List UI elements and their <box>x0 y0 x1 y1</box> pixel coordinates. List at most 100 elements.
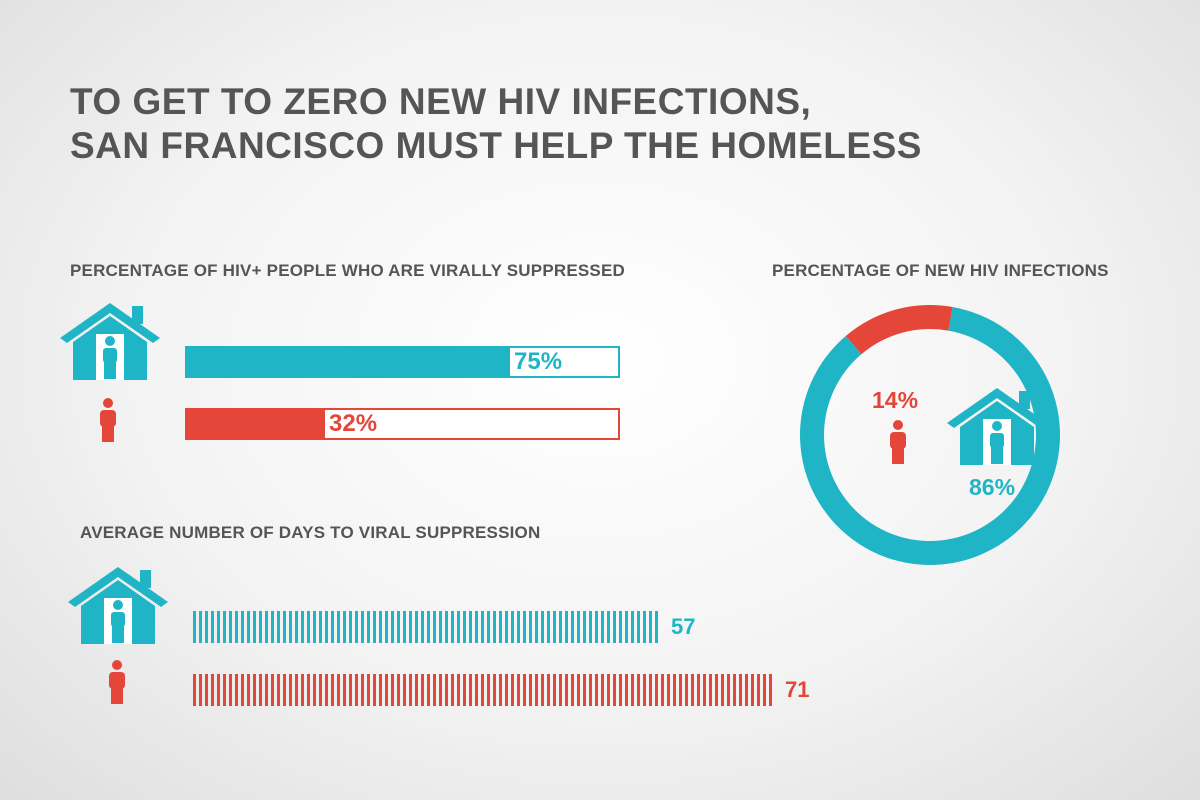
days-homeless-tick <box>451 674 454 706</box>
days-housed-tick <box>655 611 658 643</box>
days-housed-tick <box>385 611 388 643</box>
days-housed-tick <box>553 611 556 643</box>
days-housed-tick <box>265 611 268 643</box>
days-housed-tick <box>199 611 202 643</box>
days-housed-tick <box>271 611 274 643</box>
days-housed-tick <box>409 611 412 643</box>
days-homeless-tick <box>733 674 736 706</box>
days-housed-tick <box>343 611 346 643</box>
days-housed-tick <box>481 611 484 643</box>
days-homeless-tick <box>637 674 640 706</box>
days-housed-tick <box>403 611 406 643</box>
days-housed-tick <box>577 611 580 643</box>
days-housed-tick <box>571 611 574 643</box>
days-homeless-tick <box>469 674 472 706</box>
suppressed-housed-bar: 75% <box>185 346 620 378</box>
days-housed-tick <box>397 611 400 643</box>
days-housed-tick <box>415 611 418 643</box>
days-homeless-tick <box>463 674 466 706</box>
days-housed-tick <box>427 611 430 643</box>
days-homeless-tick <box>589 674 592 706</box>
days-homeless-tick <box>511 674 514 706</box>
days-homeless-tick <box>607 674 610 706</box>
days-housed-tick <box>499 611 502 643</box>
days-housed-tick <box>439 611 442 643</box>
days-homeless-tick <box>193 674 196 706</box>
days-housed-tick <box>649 611 652 643</box>
days-housed-tick <box>253 611 256 643</box>
days-chart-title: AVERAGE NUMBER OF DAYS TO VIRAL SUPPRESS… <box>80 523 541 542</box>
house-with-person-icon <box>947 388 1047 465</box>
days-homeless-tick <box>517 674 520 706</box>
days-housed-tick <box>523 611 526 643</box>
days-homeless-tick <box>667 674 670 706</box>
days-housed-tick <box>547 611 550 643</box>
days-housed-tick <box>583 611 586 643</box>
days-homeless-tick <box>223 674 226 706</box>
days-housed-tick <box>529 611 532 643</box>
days-housed-tick <box>517 611 520 643</box>
days-homeless-tick <box>505 674 508 706</box>
days-homeless-tick <box>613 674 616 706</box>
days-homeless-tick <box>439 674 442 706</box>
house-with-person-icon <box>60 303 160 380</box>
days-housed-tick <box>337 611 340 643</box>
infections-homeless-slice <box>845 305 953 355</box>
title-line-2: SAN FRANCISCO MUST HELP THE HOMELESS <box>70 125 922 166</box>
days-homeless-tick <box>229 674 232 706</box>
days-housed-tick <box>625 611 628 643</box>
days-homeless-tick <box>751 674 754 706</box>
days-housed-tick <box>445 611 448 643</box>
days-housed-tick <box>613 611 616 643</box>
days-homeless-tick <box>619 674 622 706</box>
days-homeless-tick <box>277 674 280 706</box>
days-homeless-tick <box>481 674 484 706</box>
days-homeless-tick <box>661 674 664 706</box>
days-housed-tick <box>493 611 496 643</box>
days-housed-tick <box>487 611 490 643</box>
days-homeless-tick <box>739 674 742 706</box>
days-housed-tick <box>211 611 214 643</box>
days-homeless-tick <box>259 674 262 706</box>
days-housed-tick <box>373 611 376 643</box>
days-housed-tick <box>637 611 640 643</box>
days-housed-label: 57 <box>671 614 696 639</box>
days-housed-tick <box>421 611 424 643</box>
days-homeless-tick <box>349 674 352 706</box>
days-homeless-tick <box>541 674 544 706</box>
days-homeless-tick <box>247 674 250 706</box>
days-homeless-tick <box>745 674 748 706</box>
days-homeless-tick <box>685 674 688 706</box>
days-housed-tick <box>463 611 466 643</box>
days-homeless-tick <box>703 674 706 706</box>
days-homeless-tick <box>697 674 700 706</box>
days-homeless-tick <box>721 674 724 706</box>
suppressed-homeless-bar-fill <box>187 410 325 438</box>
person-icon <box>890 420 906 464</box>
infections-homeless-label: 14% <box>872 387 919 413</box>
days-housed-tick <box>379 611 382 643</box>
days-homeless-tick <box>631 674 634 706</box>
days-homeless-tick <box>379 674 382 706</box>
days-homeless-tick <box>295 674 298 706</box>
days-housed-tick <box>433 611 436 643</box>
days-homeless-tick <box>355 674 358 706</box>
days-housed-tick <box>541 611 544 643</box>
days-housed-tick-bar <box>193 611 658 643</box>
days-housed-tick <box>283 611 286 643</box>
days-homeless-tick <box>655 674 658 706</box>
days-homeless-tick <box>241 674 244 706</box>
days-homeless-tick <box>499 674 502 706</box>
days-homeless-tick <box>715 674 718 706</box>
days-homeless-tick <box>445 674 448 706</box>
days-homeless-tick <box>475 674 478 706</box>
days-homeless-tick <box>679 674 682 706</box>
days-homeless-tick <box>769 674 772 706</box>
days-homeless-tick <box>673 674 676 706</box>
days-housed-tick <box>607 611 610 643</box>
person-icon <box>100 398 116 442</box>
days-homeless-tick <box>307 674 310 706</box>
days-housed-tick <box>301 611 304 643</box>
days-homeless-tick <box>583 674 586 706</box>
days-homeless-tick <box>331 674 334 706</box>
